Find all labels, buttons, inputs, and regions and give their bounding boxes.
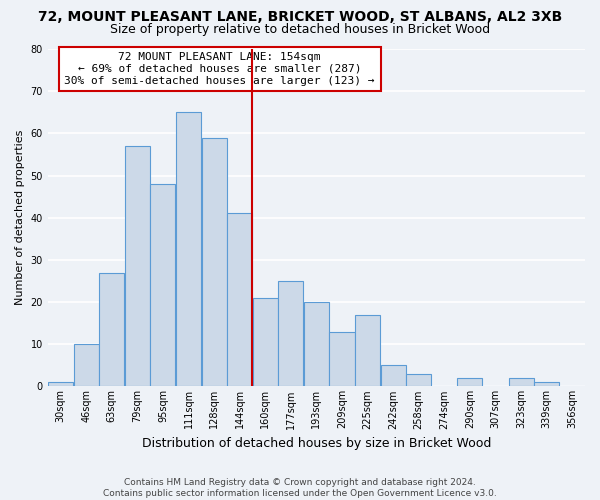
Bar: [202, 138, 227, 386]
Bar: [534, 382, 559, 386]
Bar: [253, 298, 278, 386]
Bar: [74, 344, 98, 387]
Bar: [304, 302, 329, 386]
Y-axis label: Number of detached properties: Number of detached properties: [15, 130, 25, 306]
Bar: [99, 272, 124, 386]
Bar: [355, 314, 380, 386]
Bar: [151, 184, 175, 386]
Bar: [329, 332, 355, 386]
Bar: [125, 146, 150, 386]
Bar: [227, 214, 252, 386]
X-axis label: Distribution of detached houses by size in Bricket Wood: Distribution of detached houses by size …: [142, 437, 491, 450]
Bar: [48, 382, 73, 386]
Bar: [380, 366, 406, 386]
Text: 72 MOUNT PLEASANT LANE: 154sqm
← 69% of detached houses are smaller (287)
30% of: 72 MOUNT PLEASANT LANE: 154sqm ← 69% of …: [64, 52, 375, 86]
Text: Contains HM Land Registry data © Crown copyright and database right 2024.
Contai: Contains HM Land Registry data © Crown c…: [103, 478, 497, 498]
Bar: [176, 112, 201, 386]
Bar: [406, 374, 431, 386]
Text: Size of property relative to detached houses in Bricket Wood: Size of property relative to detached ho…: [110, 22, 490, 36]
Text: 72, MOUNT PLEASANT LANE, BRICKET WOOD, ST ALBANS, AL2 3XB: 72, MOUNT PLEASANT LANE, BRICKET WOOD, S…: [38, 10, 562, 24]
Bar: [457, 378, 482, 386]
Bar: [278, 281, 304, 386]
Bar: [509, 378, 533, 386]
